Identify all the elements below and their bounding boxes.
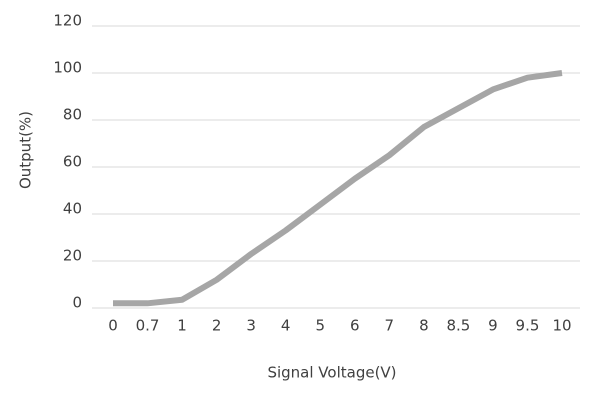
x-tick-label: 6 bbox=[350, 317, 360, 335]
y-tick-label: 120 bbox=[53, 12, 82, 30]
x-tick-label: 0 bbox=[108, 317, 118, 335]
x-tick-label: 1 bbox=[177, 317, 187, 335]
x-tick-label: 2 bbox=[212, 317, 222, 335]
y-tick-label: 80 bbox=[63, 106, 82, 124]
x-axis-title: Signal Voltage(V) bbox=[267, 364, 396, 382]
x-tick-label: 8.5 bbox=[446, 317, 470, 335]
x-tick-label: 0.7 bbox=[136, 317, 160, 335]
y-tick-label: 0 bbox=[72, 294, 82, 312]
y-tick-label: 40 bbox=[63, 200, 82, 218]
x-tick-label: 5 bbox=[315, 317, 325, 335]
y-axis-title: Output(%) bbox=[17, 111, 35, 189]
x-tick-label: 9 bbox=[488, 317, 498, 335]
x-tick-label: 9.5 bbox=[516, 317, 540, 335]
x-tick-label: 10 bbox=[552, 317, 571, 335]
y-tick-label: 60 bbox=[63, 153, 82, 171]
x-tick-label: 8 bbox=[419, 317, 429, 335]
x-tick-label: 7 bbox=[385, 317, 395, 335]
x-tick-label: 4 bbox=[281, 317, 291, 335]
y-tick-label: 20 bbox=[63, 247, 82, 265]
line bbox=[113, 70, 563, 307]
x-tick-label: 3 bbox=[246, 317, 256, 335]
y-tick-label: 100 bbox=[53, 59, 82, 77]
